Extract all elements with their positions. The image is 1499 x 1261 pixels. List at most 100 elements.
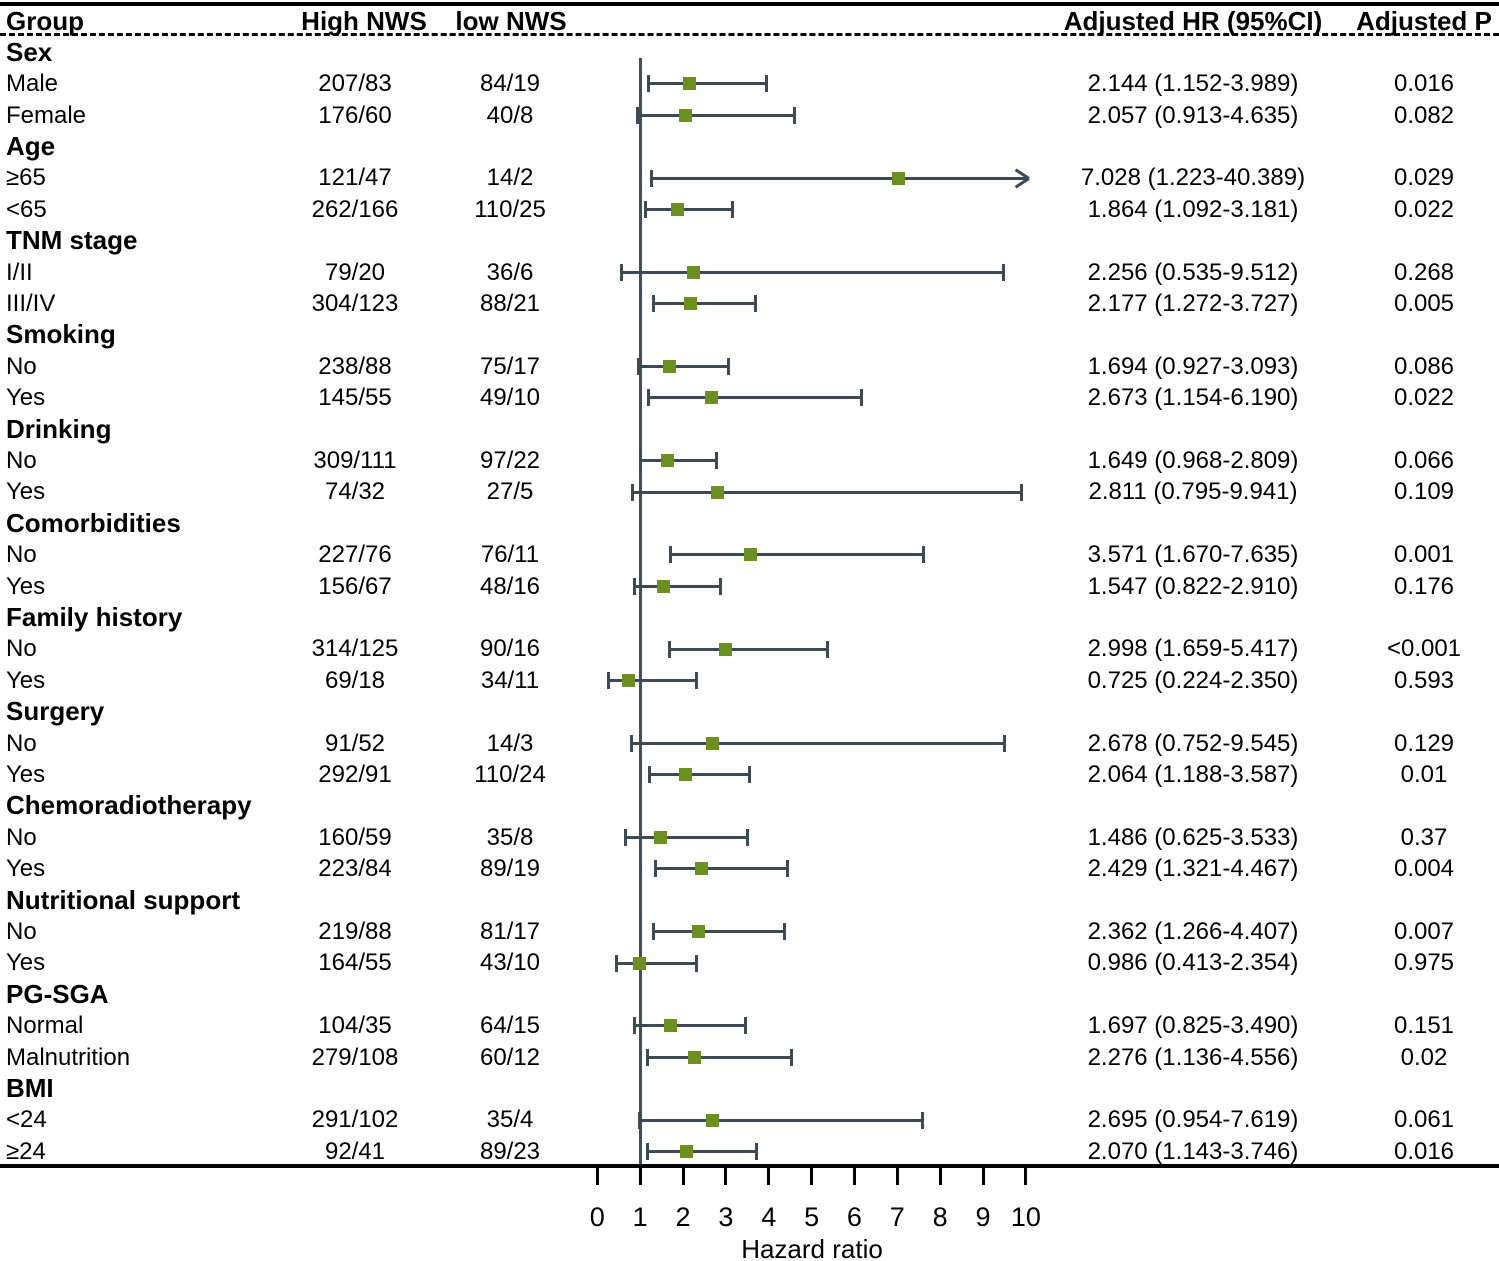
group-row: TNM stage xyxy=(0,225,1499,256)
row-label: No xyxy=(6,729,37,757)
ci-cap-left xyxy=(620,263,624,281)
hr-ci-value: 2.276 (1.136-4.556) xyxy=(1087,1043,1299,1071)
ci-cap-right xyxy=(765,75,769,93)
hr-marker xyxy=(711,485,725,499)
axis-tick-label: 9 xyxy=(975,1202,991,1232)
ci-cap-right xyxy=(714,452,718,470)
axis-tick-label: 8 xyxy=(932,1202,948,1232)
hr-marker xyxy=(692,925,706,939)
axis-tick xyxy=(767,1168,771,1185)
ci-cap-right xyxy=(743,1017,747,1035)
p-value: 0.109 xyxy=(1393,478,1455,506)
hr-marker xyxy=(743,548,757,562)
data-row: Yes 69/18 34/11 0.725 (0.224-2.350) 0.593 xyxy=(0,665,1499,696)
hr-ci-value: 2.695 (0.954-7.619) xyxy=(1087,1106,1299,1134)
data-row: Yes 292/91 110/24 2.064 (1.188-3.587) 0.01 xyxy=(0,759,1499,790)
hr-ci-value: 0.725 (0.224-2.350) xyxy=(1087,666,1299,694)
column-header-group: Group xyxy=(6,6,84,36)
row-label: Smoking xyxy=(6,319,116,350)
row-label: Chemoradiotherapy xyxy=(6,790,252,821)
data-row: Yes 156/67 48/16 1.547 (0.822-2.910) 0.176 xyxy=(0,571,1499,602)
high-nws-value: 156/67 xyxy=(318,572,392,600)
top-rule xyxy=(0,2,1499,6)
high-nws-value: 121/47 xyxy=(318,164,392,192)
p-value: 0.975 xyxy=(1393,949,1455,977)
hr-ci-value: 1.649 (0.968-2.809) xyxy=(1087,447,1299,474)
hr-marker xyxy=(705,391,719,405)
low-nws-value: 90/16 xyxy=(479,635,541,663)
data-row: Male 207/83 84/19 2.144 (1.152-3.989) 0.016 xyxy=(0,68,1499,99)
group-row: PG-SGA xyxy=(0,979,1499,1010)
data-row: <24 291/102 35/4 2.695 (0.954-7.619) 0.061 xyxy=(0,1104,1499,1135)
ci-line xyxy=(646,1149,758,1153)
ci-cap-left xyxy=(632,577,636,595)
hr-marker xyxy=(657,579,671,593)
header-dashed-rule xyxy=(0,33,1499,36)
ci-cap-right xyxy=(783,923,787,941)
ci-cap-right xyxy=(789,1048,793,1066)
p-value: 0.37 xyxy=(1400,823,1448,851)
row-label: BMI xyxy=(6,1073,54,1103)
hr-marker xyxy=(682,77,696,91)
ci-cap-left xyxy=(614,954,618,972)
axis-tick xyxy=(1024,1168,1028,1185)
data-row: No 160/59 35/8 1.486 (0.625-3.533) 0.37 xyxy=(0,822,1499,853)
axis-line xyxy=(0,1164,1499,1168)
low-nws-value: 35/8 xyxy=(486,823,534,851)
hr-ci-value: 2.177 (1.272-3.727) xyxy=(1087,290,1299,317)
ci-cap-left xyxy=(651,923,655,941)
high-nws-value: 314/125 xyxy=(311,635,399,663)
data-row: I/II 79/20 36/6 2.256 (0.535-9.512) 0.268 xyxy=(0,257,1499,288)
p-value: 0.007 xyxy=(1393,918,1455,945)
ci-line xyxy=(649,176,1027,180)
row-label: PG-SGA xyxy=(6,978,109,1009)
data-row: Normal 104/35 64/15 1.697 (0.825-3.490) 0.15… xyxy=(0,1010,1499,1041)
hr-marker xyxy=(706,1113,720,1127)
high-nws-value: 74/32 xyxy=(324,478,386,506)
high-nws-value: 304/123 xyxy=(311,290,399,317)
axis-tick-label: 1 xyxy=(632,1202,648,1232)
ci-cap-right xyxy=(920,1111,924,1129)
ci-cap-left xyxy=(631,483,635,501)
low-nws-value: 75/17 xyxy=(479,352,541,380)
low-nws-value: 89/19 xyxy=(479,855,541,883)
data-row: No 309/111 97/22 1.649 (0.968-2.809) 0.066 xyxy=(0,445,1499,476)
ci-line xyxy=(637,364,730,368)
data-row: ≥65 121/47 14/2 7.028 (1.223-40.389) 0.029 xyxy=(0,162,1499,193)
ci-line xyxy=(638,1118,924,1122)
hr-ci-value: 2.362 (1.266-4.407) xyxy=(1087,918,1299,945)
low-nws-value: 76/11 xyxy=(480,541,540,569)
ci-cap-left xyxy=(629,734,633,752)
high-nws-value: 91/52 xyxy=(324,729,386,757)
high-nws-value: 69/18 xyxy=(324,666,386,694)
row-label: Yes xyxy=(6,666,46,694)
ci-cap-left xyxy=(638,452,642,470)
high-nws-value: 227/76 xyxy=(318,541,392,569)
hr-ci-value: 1.864 (1.092-3.181) xyxy=(1087,195,1299,223)
ci-cap-left xyxy=(632,1017,636,1035)
hr-ci-value: 1.486 (0.625-3.533) xyxy=(1087,823,1299,851)
p-value: 0.086 xyxy=(1393,352,1455,380)
high-nws-value: 279/108 xyxy=(311,1043,399,1071)
hr-ci-value: 2.256 (0.535-9.512) xyxy=(1087,258,1299,286)
ci-line xyxy=(624,835,749,839)
hr-ci-value: 2.057 (0.913-4.635) xyxy=(1087,101,1299,129)
row-label: Surgery xyxy=(6,696,105,727)
low-nws-value: 27/5 xyxy=(486,478,534,506)
data-row: No 314/125 90/16 2.998 (1.659-5.417) <0.001 xyxy=(0,633,1499,664)
axis-tick-label: 10 xyxy=(1010,1202,1041,1232)
row-label: No xyxy=(6,541,37,569)
hr-ci-value: 1.547 (0.822-2.910) xyxy=(1087,572,1299,600)
ci-line xyxy=(668,647,830,651)
ci-line xyxy=(620,270,1005,274)
row-label: Malnutrition xyxy=(6,1043,131,1071)
hr-ci-value: 2.144 (1.152-3.989) xyxy=(1087,70,1299,98)
axis-tick-label: 5 xyxy=(804,1202,820,1232)
hr-ci-value: 3.571 (1.670-7.635) xyxy=(1087,541,1299,569)
axis-tick xyxy=(681,1168,685,1185)
high-nws-value: 292/91 xyxy=(318,761,392,788)
row-label: TNM stage xyxy=(6,225,138,256)
high-nws-value: 104/35 xyxy=(318,1012,392,1040)
group-row: Sex xyxy=(0,37,1499,68)
